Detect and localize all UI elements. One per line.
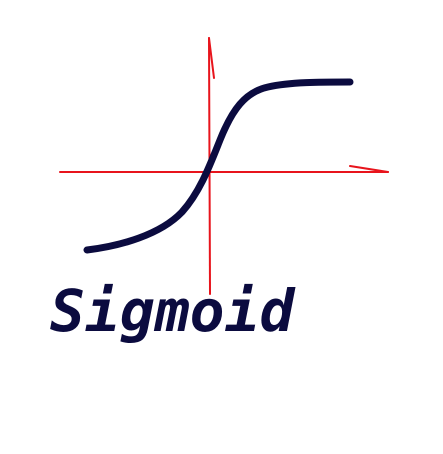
sigmoid-label: Sigmoid — [50, 277, 295, 345]
x-axis-arrowhead — [349, 165, 389, 173]
y-axis-arrowhead — [208, 37, 215, 79]
sigmoid-curve — [83, 78, 354, 254]
